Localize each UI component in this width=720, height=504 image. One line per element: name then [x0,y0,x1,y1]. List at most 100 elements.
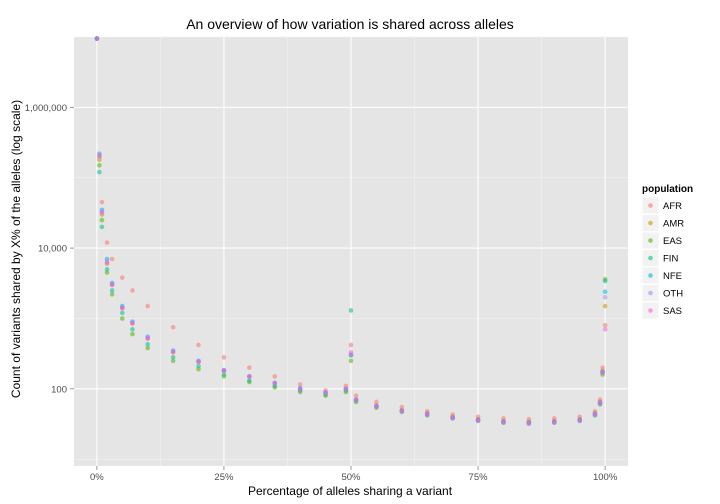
data-point [99,224,105,230]
data-point [501,419,506,425]
data-point [597,400,603,405]
data-point [130,321,135,326]
data-point [602,278,608,284]
data-point [109,282,115,288]
x-axis-title: Percentage of alleles sharing a variant [248,484,453,498]
data-point [348,358,354,364]
data-point [247,378,252,384]
data-point [104,266,110,272]
legend-label: EAS [663,236,682,247]
y-axis-ticks: 100 10,000 1,000,000 [25,103,74,395]
data-point [221,372,227,377]
data-point [343,386,349,392]
data-points [94,36,608,426]
data-point [109,288,115,293]
series-sas [94,36,608,425]
y-axis-title: Count of variants shared by X% of the al… [9,100,23,398]
data-point [109,292,115,297]
legend-item-nfe: NFE [641,266,682,285]
data-point [221,368,227,373]
data-point [130,331,135,337]
data-point [348,350,354,355]
data-point [348,342,354,348]
data-point [130,288,135,293]
legend: population AFR AMR EAS FIN NFE OTH SAS [641,184,693,320]
data-point [602,289,608,295]
data-point [119,310,125,316]
data-point [272,374,278,379]
data-point [424,411,430,417]
data-point [145,336,150,341]
data-point [104,240,110,245]
legend-label: SAS [663,306,682,317]
data-point [374,399,379,405]
legend-label: NFE [663,271,682,282]
data-point [399,408,405,413]
legend-key-point [648,273,653,278]
data-point [602,303,608,309]
legend-label: FIN [663,254,678,265]
data-point [145,303,150,309]
x-tick-label: 0% [90,472,104,483]
data-point [119,305,125,311]
data-point [99,209,105,214]
data-point [247,365,252,370]
legend-item-amr: AMR [641,214,684,232]
legend-key-point [648,203,653,208]
legend-item-oth: OTH [641,284,683,302]
legend-label: OTH [663,289,683,300]
data-point [170,349,176,355]
x-tick-label: 75% [469,472,489,483]
data-point [374,403,379,409]
data-point [196,342,201,348]
y-tick-label: 1,000,000 [25,103,67,114]
data-point [600,369,605,375]
x-axis-ticks: 0% 25% 50% 75% 100% [90,466,618,483]
x-tick-label: 50% [341,472,361,483]
data-point [323,390,328,396]
legend-item-sas: SAS [641,301,682,320]
x-tick-label: 100% [593,472,618,483]
data-point [297,382,303,387]
data-point [602,327,608,332]
data-point [600,365,605,370]
data-point [475,417,481,423]
legend-item-fin: FIN [641,249,678,267]
data-point [577,417,583,423]
data-point [170,355,176,360]
data-point [221,355,227,360]
data-point [97,169,102,175]
data-point [99,217,105,223]
legend-title: population [642,184,693,195]
data-point [97,157,102,163]
data-point [247,374,252,380]
data-point [297,386,303,392]
legend-label: AFR [663,201,682,212]
legend-key-point [648,290,653,296]
data-point [97,152,102,158]
data-point [94,36,100,41]
data-point [109,256,115,262]
chart-title: An overview of how variation is shared a… [186,16,514,32]
data-point [602,322,608,328]
data-point [145,345,150,351]
data-point [170,358,176,364]
legend-key-point [648,255,653,261]
data-point [353,397,359,403]
data-point [97,163,102,168]
data-point [196,359,201,364]
data-point [592,411,598,417]
data-point [119,275,125,280]
data-point [272,380,278,386]
data-point [602,294,608,300]
data-point [348,308,354,313]
legend-key-point [648,308,653,313]
data-point [104,260,110,265]
data-point [196,363,201,369]
data-point [130,327,135,332]
data-point [145,341,150,347]
data-point [450,415,455,420]
legend-item-eas: EAS [641,231,682,250]
legend-item-afr: AFR [641,196,682,215]
